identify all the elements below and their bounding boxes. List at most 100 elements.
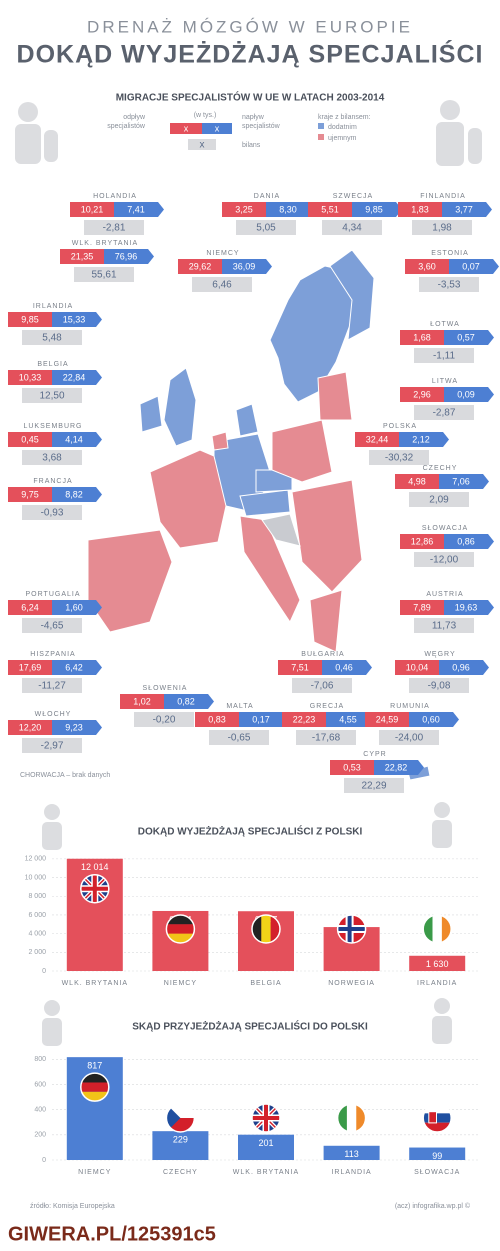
y-tick-label: 400 [34,1106,46,1113]
outflow-value: 5,51 [321,204,339,214]
y-tick-label: 0 [42,1157,46,1164]
inflow-arrow [96,487,102,502]
flag [337,1104,366,1132]
inflow-arrow [96,432,102,447]
inflow-arrow [488,534,494,549]
flag [166,1104,195,1132]
bar [409,1147,466,1160]
flag [80,1073,109,1102]
outflow-value: 29,62 [189,261,212,271]
flag-stripe [80,1082,109,1092]
legend-negative-swatch [318,134,324,140]
balance-box [296,730,356,745]
country-name: MALTA [226,703,253,710]
country-name: ESTONIA [431,250,469,257]
icon-scientist [15,102,58,164]
balance-value: 55,61 [91,270,116,281]
outflow-value: 9,75 [21,489,39,499]
flag-stripe [432,915,442,943]
value-label: 113 [344,1149,358,1159]
inflow-box [52,370,96,385]
balance-value: -0,93 [41,508,64,519]
balance-value: 22,29 [361,781,386,792]
inflow-value: 0,82 [177,696,195,706]
bar [152,1131,209,1160]
inflow-box [444,387,488,402]
inflow-box [439,474,483,489]
flag-part [428,1111,437,1124]
balance-box [74,267,134,282]
x-tick-label: NIEMCY [164,980,197,987]
inflow-arrow [96,370,102,385]
inflow-box [104,249,148,264]
balance-box [344,778,404,793]
flag-stripe [423,1104,452,1114]
inflow-arrow [453,712,459,727]
balance-box [414,348,474,363]
flag-stripe [423,1113,452,1123]
inflow-arrow [266,259,272,274]
map-region [139,395,163,433]
country-name: RUMUNIA [390,703,430,710]
inflow-arrow [96,660,102,675]
icon-doctor [436,100,482,166]
balance-value: -4,65 [41,621,64,632]
inflow-box [444,534,488,549]
outflow-box [278,660,322,675]
outflow-box [8,660,52,675]
outflow-value: 10,04 [406,662,429,672]
country-name: WLK. BRYTANIA [72,240,138,247]
inflow-box [52,600,96,615]
outflow-value: 1,83 [411,204,429,214]
inflow-value: 7,06 [452,476,470,486]
balance-box [412,220,472,235]
legend-positive-swatch [318,123,324,129]
outflow-value: 3,25 [235,204,253,214]
inflow-value: 0,17 [252,714,270,724]
balance-value: -30,32 [385,453,414,464]
y-tick-label: 8 000 [28,893,46,900]
balance-value: -2,81 [103,223,126,234]
bar [409,955,466,971]
outflow-box [222,202,266,217]
map-region [317,371,353,421]
outflow-value: 24,59 [376,714,399,724]
balance-box [22,450,82,465]
flag [166,915,195,943]
balance-box [22,505,82,520]
balance-value: 6,46 [212,280,232,291]
flag-stripe [252,915,262,943]
inflow-value: 0,60 [422,714,440,724]
country-name: POLSKA [383,423,417,430]
inflow-box [222,259,266,274]
balance-value: -12,00 [430,555,459,566]
balance-box [22,618,82,633]
map-region [309,589,343,653]
inflow-value: 2,12 [412,434,430,444]
outflow-value: 12,20 [19,722,42,732]
flag-ring [422,914,452,944]
icon-left-2 [42,1000,62,1046]
x-tick-label: IRLANDIA [417,980,457,987]
flag-ring [165,1103,196,1133]
legend-outflow: odpływ [123,114,146,121]
x-tick-label: CZECHY [163,1169,198,1176]
inflow-arrow [483,660,489,675]
outflow-box [70,202,114,217]
balance-box [236,220,296,235]
y-tick-label: 2 000 [28,949,46,956]
map-note: CHORWACJA – brak danych [20,772,110,779]
inflow-value: 0,96 [452,662,470,672]
bar [238,1134,294,1160]
outflow-box [8,487,52,502]
inflow-box [444,600,488,615]
flag [252,1104,280,1132]
flag-ring [80,873,110,904]
inflow-value: 0,57 [457,332,475,342]
balance-value: 11,73 [432,621,457,632]
balance-box [369,450,429,465]
x-tick-label: WLK. BRYTANIA [233,1169,299,1176]
outflow-box [395,474,439,489]
outflow-box [178,259,222,274]
inflow-value: 3,77 [455,204,473,214]
